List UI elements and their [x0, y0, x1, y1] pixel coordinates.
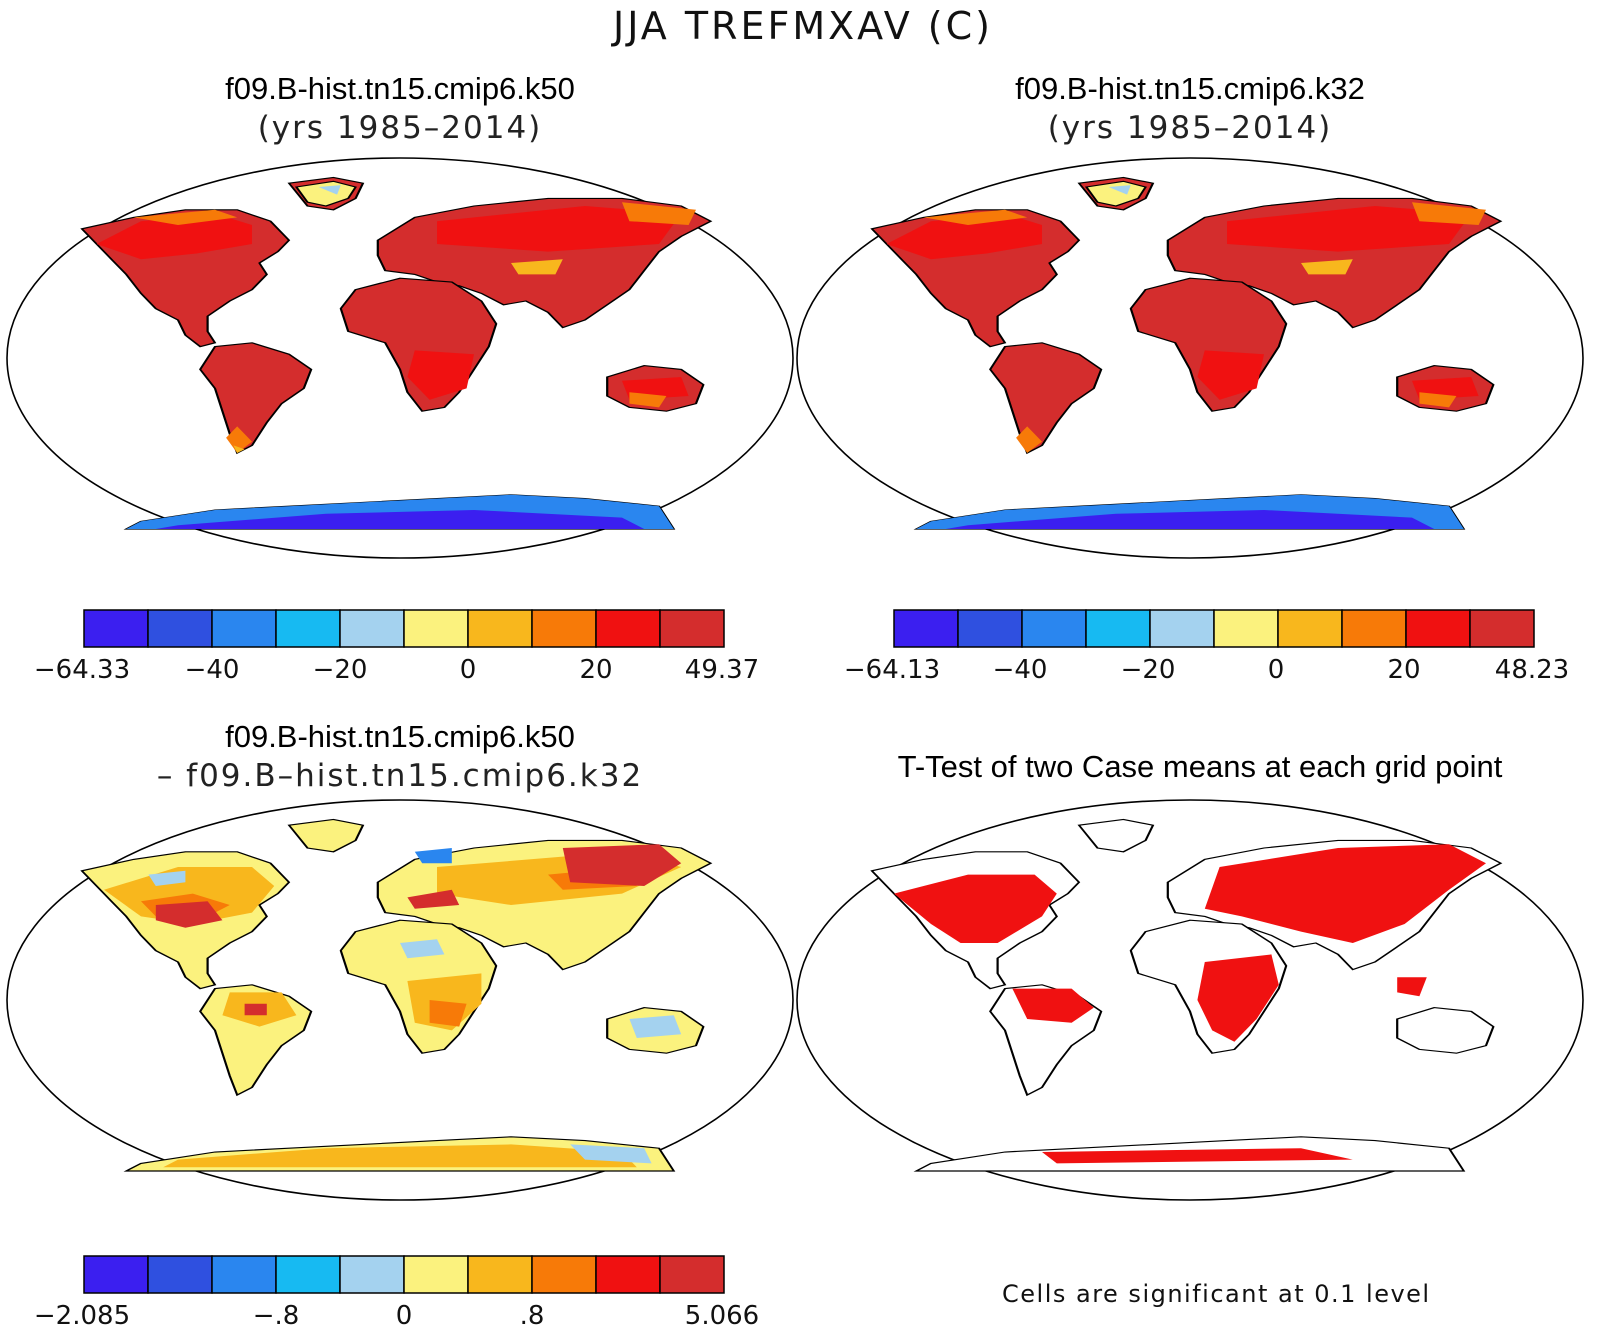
colorbar-1-box-6 — [467, 609, 533, 648]
colorbar-3-box-8 — [595, 1255, 661, 1294]
colorbar-1-label-3: 0 — [460, 655, 477, 685]
colorbar-3-box-5 — [403, 1255, 469, 1294]
colorbar-3-label-3: .8 — [520, 1301, 545, 1327]
colorbar-1 — [83, 609, 725, 648]
panel-3-title-line2: – f09.B–hist.tn15.cmip6.k32 — [156, 758, 644, 794]
panel-2-title-line2: (yrs 1985–2014) — [1047, 110, 1333, 146]
colorbar-1-label-1: −40 — [185, 655, 240, 685]
colorbar-2-box-4 — [1149, 609, 1215, 648]
map-panel-2 — [797, 158, 1583, 558]
significance-note: Cells are significant at 0.1 level — [1002, 1280, 1431, 1308]
colorbar-2-box-1 — [957, 609, 1023, 648]
colorbar-2-box-5 — [1213, 609, 1279, 648]
colorbar-1-box-7 — [531, 609, 597, 648]
colorbar-1-box-0 — [83, 609, 149, 648]
panel-4-title: T-Test of two Case means at each grid po… — [830, 748, 1570, 786]
colorbar-1-label-5: 49.37 — [685, 655, 759, 685]
colorbar-1-labels: −64.33 −40 −20 0 20 49.37 — [34, 655, 759, 685]
colorbar-3-box-6 — [467, 1255, 533, 1294]
colorbar-1-label-4: 20 — [579, 655, 612, 685]
figure-title: JJA TREFMXAV (C) — [613, 4, 993, 48]
colorbar-2-label-4: 20 — [1387, 655, 1420, 685]
colorbar-3-labels: −2.085 −.8 0 .8 5.066 — [34, 1301, 759, 1327]
colorbar-1-box-5 — [403, 609, 469, 648]
colorbar-2-box-3 — [1085, 609, 1151, 648]
map-panel-1 — [7, 158, 793, 558]
colorbar-1-box-4 — [339, 609, 405, 648]
colorbar-3-label-2: 0 — [396, 1301, 413, 1327]
colorbar-1-box-9 — [659, 609, 725, 648]
colorbar-3-box-9 — [659, 1255, 725, 1294]
panel-2-title: f09.B-hist.tn15.cmip6.k32 (yrs 1985–2014… — [890, 70, 1490, 148]
panel-3-title: f09.B-hist.tn15.cmip6.k50 – f09.B–hist.t… — [80, 718, 720, 796]
colorbar-2-label-5: 48.23 — [1495, 655, 1569, 685]
panel-1-title: f09.B-hist.tn15.cmip6.k50 (yrs 1985–2014… — [100, 70, 700, 148]
colorbar-2-box-2 — [1021, 609, 1087, 648]
colorbar-2 — [893, 609, 1535, 648]
panel-4-title-line1: T-Test of two Case means at each grid po… — [897, 749, 1503, 784]
colorbar-3-label-1: −.8 — [253, 1301, 300, 1327]
colorbar-2-label-1: −40 — [993, 655, 1048, 685]
map-panel-4 — [797, 800, 1583, 1200]
map-panel-3 — [7, 800, 793, 1200]
colorbar-3-box-3 — [275, 1255, 341, 1294]
colorbar-2-box-0 — [893, 609, 959, 648]
colorbar-2-box-9 — [1469, 609, 1535, 648]
colorbar-1-label-0: −64.33 — [34, 655, 130, 685]
colorbar-3-label-0: −2.085 — [34, 1301, 130, 1327]
colorbar-1-label-2: −20 — [313, 655, 368, 685]
colorbar-2-label-2: −20 — [1121, 655, 1176, 685]
colorbar-3-box-7 — [531, 1255, 597, 1294]
colorbar-3 — [83, 1255, 725, 1294]
colorbar-3-label-4: 5.066 — [685, 1301, 759, 1327]
colorbar-2-box-7 — [1341, 609, 1407, 648]
colorbar-2-box-8 — [1405, 609, 1471, 648]
colorbar-3-box-2 — [211, 1255, 277, 1294]
colorbar-2-label-3: 0 — [1268, 655, 1285, 685]
panel-1-title-line2: (yrs 1985–2014) — [257, 110, 543, 146]
colorbar-2-label-0: −64.13 — [844, 655, 940, 685]
panel-3-title-line1: f09.B-hist.tn15.cmip6.k50 — [225, 719, 575, 754]
colorbar-1-box-3 — [275, 609, 341, 648]
colorbar-3-box-4 — [339, 1255, 405, 1294]
colorbar-2-labels: −64.13 −40 −20 0 20 48.23 — [844, 655, 1569, 685]
panel-2-title-line1: f09.B-hist.tn15.cmip6.k32 — [1015, 71, 1365, 106]
colorbar-1-box-1 — [147, 609, 213, 648]
colorbar-1-box-8 — [595, 609, 661, 648]
colorbar-3-box-0 — [83, 1255, 149, 1294]
panel-1-title-line1: f09.B-hist.tn15.cmip6.k50 — [225, 71, 575, 106]
colorbar-1-box-2 — [211, 609, 277, 648]
colorbar-2-box-6 — [1277, 609, 1343, 648]
colorbar-3-box-1 — [147, 1255, 213, 1294]
